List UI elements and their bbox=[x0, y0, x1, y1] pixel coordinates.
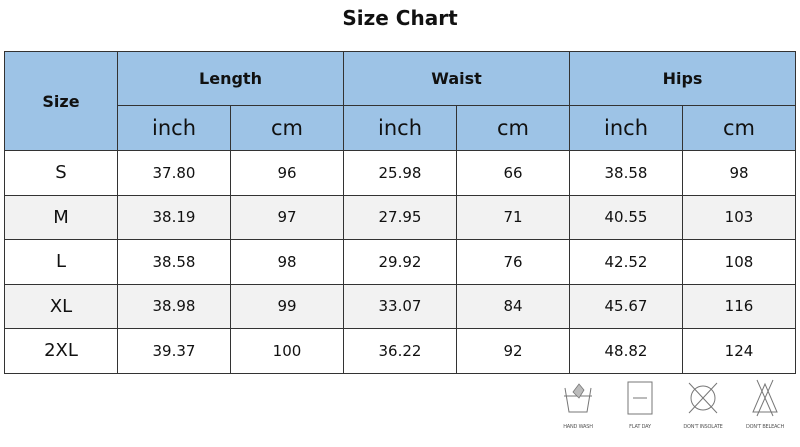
header-hips: Hips bbox=[569, 51, 796, 106]
table-row: M 38.19 97 27.95 71 40.55 103 bbox=[4, 194, 796, 240]
header-length: Length bbox=[117, 51, 344, 106]
header-unit-inch: inch bbox=[117, 105, 231, 151]
care-item: DON'T BELEACH bbox=[730, 378, 800, 430]
table-row: XL 38.98 99 33.07 84 45.67 116 bbox=[4, 283, 796, 329]
table-row: 2XL 39.37 100 36.22 92 48.82 124 bbox=[4, 328, 796, 374]
value-cell: 48.82 bbox=[569, 328, 683, 374]
value-cell: 25.98 bbox=[343, 150, 457, 196]
value-cell: 42.52 bbox=[569, 239, 683, 285]
value-cell: 38.19 bbox=[117, 194, 231, 240]
care-item: FLAT DAY bbox=[605, 378, 675, 430]
care-item: DON'T INSOLATE bbox=[668, 378, 738, 430]
size-cell: L bbox=[4, 239, 118, 285]
value-cell: 100 bbox=[230, 328, 344, 374]
value-cell: 40.55 bbox=[569, 194, 683, 240]
header-unit-cm: cm bbox=[682, 105, 796, 151]
value-cell: 116 bbox=[682, 283, 796, 329]
value-cell: 92 bbox=[456, 328, 570, 374]
value-cell: 38.58 bbox=[569, 150, 683, 196]
size-cell: 2XL bbox=[4, 328, 118, 374]
value-cell: 103 bbox=[682, 194, 796, 240]
value-cell: 36.22 bbox=[343, 328, 457, 374]
care-label: DON'T BELEACH bbox=[745, 424, 785, 430]
value-cell: 98 bbox=[682, 150, 796, 196]
header-size: Size bbox=[4, 51, 118, 151]
size-chart-table: Size Length Waist Hips inch cm inch cm inch c… bbox=[4, 51, 796, 374]
value-cell: 33.07 bbox=[343, 283, 457, 329]
value-cell: 76 bbox=[456, 239, 570, 285]
value-cell: 108 bbox=[682, 239, 796, 285]
header-unit-inch: inch bbox=[343, 105, 457, 151]
table-row: S 37.80 96 25.98 66 38.58 98 bbox=[4, 150, 796, 196]
header-unit-inch: inch bbox=[569, 105, 683, 151]
care-label: FLAT DAY bbox=[629, 424, 651, 430]
header-waist: Waist bbox=[343, 51, 570, 106]
care-label: DON'T INSOLATE bbox=[683, 424, 723, 430]
value-cell: 97 bbox=[230, 194, 344, 240]
dont-insolate-icon bbox=[688, 382, 718, 414]
value-cell: 38.58 bbox=[117, 239, 231, 285]
table-row: L 38.58 98 29.92 76 42.52 108 bbox=[4, 239, 796, 285]
value-cell: 27.95 bbox=[343, 194, 457, 240]
care-label: HAND WASH bbox=[563, 424, 593, 430]
value-cell: 84 bbox=[456, 283, 570, 329]
flat-dry-icon bbox=[627, 381, 653, 415]
value-cell: 124 bbox=[682, 328, 796, 374]
value-cell: 96 bbox=[230, 150, 344, 196]
dont-bleach-icon bbox=[752, 379, 778, 417]
size-cell: XL bbox=[4, 283, 118, 329]
value-cell: 99 bbox=[230, 283, 344, 329]
value-cell: 37.80 bbox=[117, 150, 231, 196]
value-cell: 98 bbox=[230, 239, 344, 285]
care-item: HAND WASH bbox=[543, 378, 613, 430]
size-cell: S bbox=[4, 150, 118, 196]
value-cell: 39.37 bbox=[117, 328, 231, 374]
header-unit-cm: cm bbox=[456, 105, 570, 151]
hand-wash-icon bbox=[564, 383, 592, 413]
value-cell: 71 bbox=[456, 194, 570, 240]
value-cell: 66 bbox=[456, 150, 570, 196]
value-cell: 45.67 bbox=[569, 283, 683, 329]
value-cell: 38.98 bbox=[117, 283, 231, 329]
value-cell: 29.92 bbox=[343, 239, 457, 285]
page-title: Size Chart bbox=[342, 6, 458, 30]
size-cell: M bbox=[4, 194, 118, 240]
header-unit-cm: cm bbox=[230, 105, 344, 151]
